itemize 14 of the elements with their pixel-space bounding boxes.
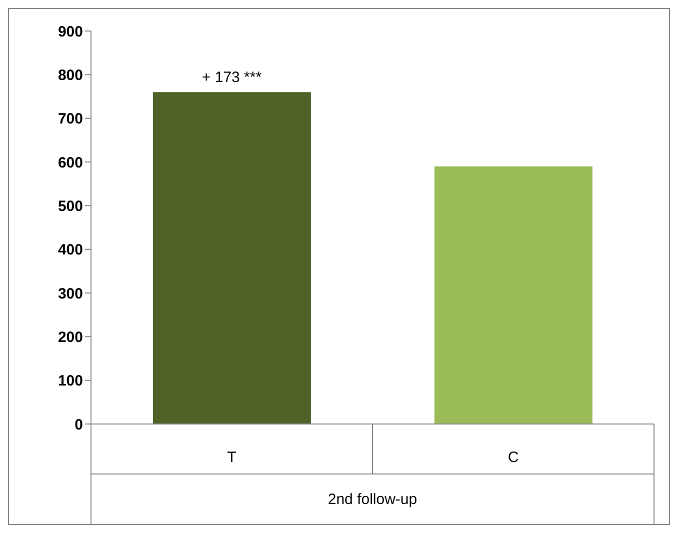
annotation: + 173 ***	[202, 69, 262, 86]
y-tick-label: 400	[58, 242, 83, 259]
y-tick-label: 100	[58, 372, 83, 390]
y-tick-label: 600	[58, 154, 83, 172]
y-tick-label: 800	[58, 66, 83, 84]
y-tick-label: 700	[58, 110, 83, 128]
y-tick-label: 300	[58, 285, 83, 302]
y-tick-label: 900	[58, 23, 83, 40]
y-tick-label: 500	[58, 198, 83, 215]
y-tick-label: 0	[74, 416, 83, 434]
x-tick-label: C	[508, 449, 519, 466]
y-tick-label: 200	[58, 328, 83, 346]
x-axis-title: 2nd follow-up	[328, 491, 418, 508]
x-tick-label: T	[227, 449, 236, 466]
